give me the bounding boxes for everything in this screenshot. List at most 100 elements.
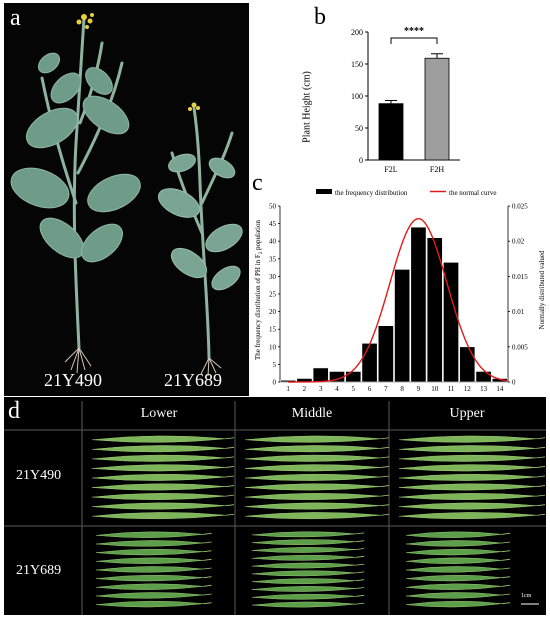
frequency-left-axis-title: The frequency distribution of PH in F2 p… (254, 220, 264, 360)
silique (251, 562, 357, 569)
c-left-tick-label: 0 (273, 379, 277, 387)
frequency-right-axis-title: Normally distributed valued (538, 250, 546, 330)
silique (405, 592, 503, 599)
c-x-tick-label: 9 (417, 385, 421, 393)
silique (95, 566, 204, 573)
silique-beak (501, 550, 511, 553)
silique (398, 464, 538, 472)
silique-beak (225, 437, 235, 440)
silique-beak (536, 485, 546, 487)
silique-beak (380, 504, 390, 507)
silique (91, 502, 227, 510)
silique (95, 557, 204, 564)
silique-beak (501, 584, 511, 587)
silique-illustration (91, 435, 546, 608)
b-bar (424, 57, 450, 161)
c-x-tick-label: 12 (464, 385, 472, 393)
silique (251, 531, 357, 538)
c-x-tick-label: 10 (431, 385, 439, 393)
c-histogram-bar (312, 367, 329, 383)
silique-beak (225, 446, 235, 449)
silique-beak (203, 593, 212, 596)
c-right-tick-label: 0.025 (512, 203, 528, 211)
silique (244, 512, 382, 520)
silique (95, 531, 204, 538)
c-right-tick-label: 0 (512, 379, 516, 387)
c-histogram-bar (475, 371, 492, 383)
silique-cell (398, 435, 546, 520)
silique-beak (225, 504, 235, 507)
silique (244, 435, 382, 443)
column-header-lower: Lower (140, 406, 178, 421)
frequency-chart-legend: the frequency distribution the normal cu… (316, 189, 496, 197)
frequency-right-axis-title-wrap: Normally distributed valued (536, 200, 548, 380)
c-left-tick-label: 10 (269, 343, 277, 351)
silique-beak (356, 571, 365, 574)
silique (244, 483, 382, 491)
b-x-tick-label: F2L (384, 165, 397, 174)
c-left-tick-label: 35 (269, 255, 277, 263)
plant-height-bar-chart: 0 50 100 150 200 F2L F2H **** (351, 26, 460, 174)
panel-a-letter: a (10, 5, 21, 31)
silique-cell (91, 435, 235, 520)
silique-beak (356, 548, 365, 550)
cultivar-label-right: 21Y689 (164, 370, 222, 390)
silique (251, 554, 357, 561)
silique-beak (225, 513, 235, 516)
silique (91, 473, 227, 481)
silique-beak (203, 567, 212, 570)
silique (405, 540, 503, 547)
silique (398, 502, 538, 510)
b-bar (378, 103, 404, 161)
silique-beak (356, 563, 365, 566)
silique-photo-grid: d Lower Middle Upper 21Y490 21Y689 1cm (4, 397, 546, 615)
silique-cell (405, 531, 511, 608)
silique (91, 435, 227, 443)
silique-beak (380, 494, 390, 497)
silique-beak (536, 466, 546, 468)
scale-bar (521, 603, 539, 605)
c-x-tick-label: 7 (384, 385, 388, 393)
silique (244, 473, 382, 481)
silique (244, 464, 382, 472)
silique-beak (501, 576, 511, 579)
silique (91, 464, 227, 472)
silique (405, 600, 503, 608)
b-y-tick-label: 150 (351, 60, 363, 69)
silique (251, 539, 357, 546)
silique-beak (225, 466, 235, 468)
silique-beak (380, 485, 390, 487)
c-x-tick-label: 8 (400, 385, 404, 393)
silique-beak (203, 558, 212, 561)
silique-beak (356, 579, 365, 582)
silique (95, 540, 204, 547)
c-x-tick-label: 5 (352, 385, 356, 393)
frequency-distribution-chart: the frequency distribution the normal cu… (269, 189, 528, 393)
row-header-21y689: 21Y689 (16, 563, 62, 578)
left-axis-title-sub: 2 (259, 251, 265, 255)
silique (251, 570, 357, 577)
silique (95, 574, 204, 582)
silique (405, 557, 503, 564)
silique (91, 493, 227, 500)
column-header-middle: Middle (291, 406, 333, 421)
silique (398, 454, 538, 462)
silique (244, 454, 382, 462)
silique-grid-lines (4, 401, 546, 615)
silique (405, 531, 503, 538)
b-y-tick-label: 100 (351, 92, 363, 101)
silique (398, 493, 538, 500)
column-header-upper: Upper (449, 406, 485, 421)
b-significance-bracket (390, 37, 438, 44)
silique-beak (501, 532, 511, 535)
silique-beak (225, 456, 235, 459)
silique (251, 547, 357, 553)
silique-beak (356, 532, 365, 535)
silique-beak (203, 584, 212, 587)
panel-d-letter: d (8, 398, 20, 424)
silique (405, 566, 503, 573)
silique (95, 548, 204, 556)
b-significance-label: **** (404, 26, 424, 37)
silique-beak (225, 494, 235, 497)
silique-beak (536, 456, 546, 459)
